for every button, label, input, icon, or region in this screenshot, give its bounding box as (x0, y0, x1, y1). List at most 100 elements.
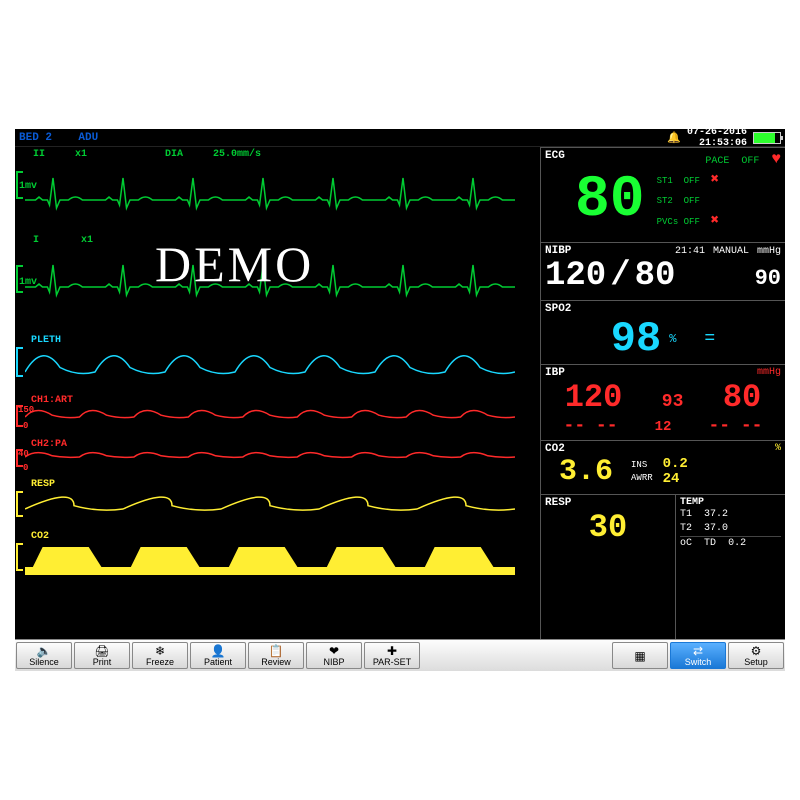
ins-label: INS (631, 459, 653, 472)
st2-v: OFF (684, 196, 700, 206)
ibp-r2r: -- -- (708, 416, 762, 436)
switch-button[interactable]: ⇄Switch (670, 642, 726, 669)
art-wave (25, 401, 515, 431)
waveform-area: II x1 DIA 25.0mm/s 1mv I x1 1mv (15, 147, 540, 639)
nibp-mode: MANUAL (713, 246, 749, 257)
co2-readout[interactable]: CO2 % 3.6 INS AWRR 0.2 24 (540, 440, 785, 494)
t1v: 37.2 (704, 509, 728, 520)
pleth-bracket (16, 347, 23, 377)
date-label: 07-26-2016 (687, 127, 747, 138)
layout-button[interactable]: ▦ (612, 642, 668, 669)
print-icon: 🖨 (94, 645, 109, 657)
freeze-label: Freeze (146, 657, 174, 667)
nibp-readout[interactable]: NIBP 21:41 MANUAL mmHg 120 / 80 90 (540, 242, 785, 300)
ecg2-gain: x1 (81, 235, 93, 246)
ecg2-bracket (16, 265, 23, 293)
pace-label: PACE (705, 156, 729, 167)
parset-icon: ✚ (387, 645, 397, 657)
t2v: 37.0 (704, 523, 728, 534)
pa-bracket (16, 449, 23, 467)
patient-button[interactable]: 👤Patient (190, 642, 246, 669)
print-button[interactable]: 🖨Print (74, 642, 130, 669)
ibp-dia: 80 (723, 379, 761, 416)
review-icon: 📋 (269, 645, 284, 657)
spo2-value: 98 (611, 315, 661, 363)
nibp-icon: ❤ (329, 645, 339, 657)
x-icon-2: ✖ (711, 213, 719, 229)
temp-readout[interactable]: TEMP T1 37.2 T2 37.0 oC TD 0.2 (675, 494, 785, 639)
alarm-icon: 🔔 (667, 131, 681, 145)
ecg-title: ECG (545, 150, 565, 162)
pa-wave (25, 443, 515, 471)
spo2-bar: = (704, 329, 715, 349)
st1-v: OFF (684, 176, 700, 186)
battery-icon (753, 132, 781, 144)
review-label: Review (261, 657, 291, 667)
ibp-readout[interactable]: IBP mmHg 120 93 80 -- -- 12 -- -- (540, 364, 785, 440)
bottom-toolbar: 🔈Silence🖨Print❄Freeze👤Patient📋Review❤NIB… (15, 639, 785, 671)
ecg2-lead: I (33, 235, 39, 246)
ecg1-bracket (16, 171, 23, 199)
st2-k: ST2 (657, 196, 673, 206)
temp-unit: oC (680, 538, 692, 549)
layout-icon: ▦ (634, 650, 645, 662)
pvcs-v: OFF (684, 217, 700, 227)
art-bracket (16, 405, 23, 427)
t2k: T2 (680, 523, 692, 534)
ecg-value: 80 (575, 172, 645, 230)
switch-icon: ⇄ (693, 645, 703, 657)
resp-bracket (16, 491, 23, 517)
heart-icon: ♥ (771, 150, 781, 168)
setup-button[interactable]: ⚙Setup (728, 642, 784, 669)
ibp-sys: 120 (565, 379, 623, 416)
ecg1-wave (25, 155, 515, 215)
print-label: Print (93, 657, 112, 667)
ibp-r2m: 12 (655, 419, 672, 435)
parset-button[interactable]: ✚PAR-SET (364, 642, 420, 669)
spo2-unit: % (669, 332, 676, 346)
nibp-label: NIBP (323, 657, 344, 667)
freeze-button[interactable]: ❄Freeze (132, 642, 188, 669)
ibp-title: IBP (545, 367, 565, 379)
bed-label: BED 2 (19, 132, 52, 144)
pvcs-k: PVCs (657, 217, 679, 227)
nibp-dia: 80 (635, 257, 676, 295)
resp-title: RESP (545, 497, 671, 509)
nibp-sys: 120 (545, 257, 606, 295)
top-bar: BED 2 ADU 🔔 07-26-2016 21:53:06 (15, 129, 785, 147)
ibp-unit: mmHg (757, 367, 781, 379)
review-button[interactable]: 📋Review (248, 642, 304, 669)
setup-label: Setup (744, 657, 768, 667)
tdv: 0.2 (728, 538, 746, 549)
awrr-label: AWRR (631, 472, 653, 485)
nibp-button[interactable]: ❤NIBP (306, 642, 362, 669)
monitor-screen: BED 2 ADU 🔔 07-26-2016 21:53:06 II x1 DI… (15, 129, 785, 671)
silence-label: Silence (29, 657, 59, 667)
st1-k: ST1 (657, 176, 673, 186)
ins-val: 0.2 (663, 457, 688, 472)
pace-value: OFF (741, 156, 759, 167)
resp-readout[interactable]: RESP 30 (540, 494, 675, 639)
demo-watermark: DEMO (155, 235, 314, 293)
ecg-readout[interactable]: ECG PACE OFF ♥ 80 ST1 OFF ✖ ST2 OFF PVCs… (540, 147, 785, 242)
parset-label: PAR-SET (373, 657, 411, 667)
nibp-time: 21:41 (675, 246, 705, 257)
switch-label: Switch (685, 657, 712, 667)
x-icon: ✖ (711, 172, 719, 188)
ibp-mean: 93 (662, 392, 684, 412)
setup-icon: ⚙ (751, 645, 762, 657)
co2-wave (25, 539, 515, 575)
co2-unit: % (775, 443, 781, 455)
nibp-slash: / (610, 257, 630, 295)
co2-bracket (16, 543, 23, 571)
tdk: TD (704, 538, 716, 549)
nibp-unit: mmHg (757, 246, 781, 257)
nibp-title: NIBP (545, 245, 571, 257)
readout-panel: ECG PACE OFF ♥ 80 ST1 OFF ✖ ST2 OFF PVCs… (540, 147, 785, 639)
spo2-readout[interactable]: SPO2 98 % = (540, 300, 785, 364)
patient-type: ADU (78, 132, 98, 144)
resp-wave (25, 487, 515, 525)
t1k: T1 (680, 509, 692, 520)
silence-icon: 🔈 (37, 645, 52, 657)
silence-button[interactable]: 🔈Silence (16, 642, 72, 669)
